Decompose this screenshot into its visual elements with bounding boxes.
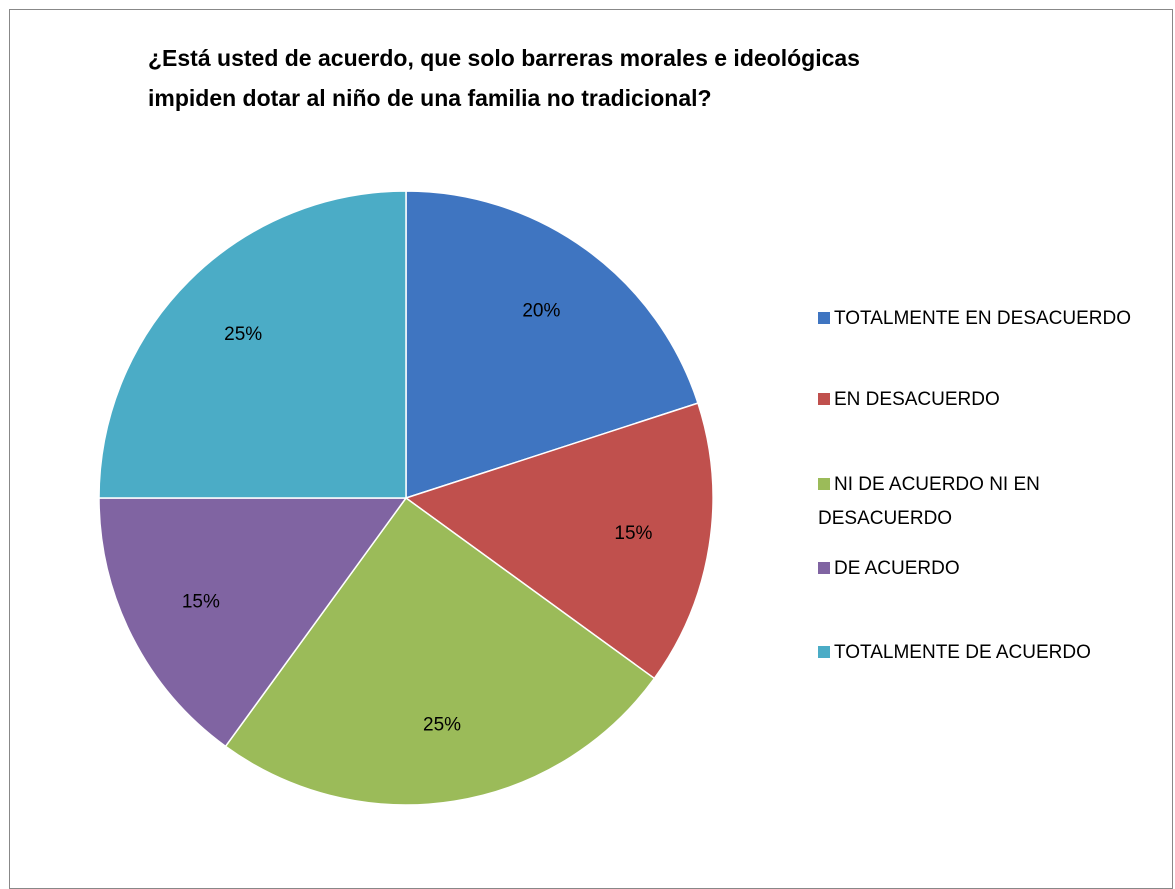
legend-label: EN DESACUERDO (834, 389, 1000, 410)
legend-swatch (818, 478, 830, 490)
legend-item: EN DESACUERDO (818, 383, 1158, 417)
legend-swatch (818, 646, 830, 658)
data-label: 20% (522, 301, 560, 322)
pie-slice (224, 496, 656, 806)
data-label: 15% (182, 592, 220, 613)
legend-label: TOTALMENTE DE ACUERDO (834, 642, 1091, 663)
legend-label: NI DE ACUERDO NI EN DESACUERDO (818, 474, 1040, 529)
chart-title: ¿Está usted de acuerdo, que solo barrera… (148, 45, 860, 111)
legend-label: DE ACUERDO (834, 558, 960, 579)
legend-swatch (818, 393, 830, 405)
legend-item: TOTALMENTE DE ACUERDO (818, 636, 1158, 670)
legend-swatch (818, 562, 830, 574)
pie-slice (98, 497, 408, 748)
legend-item: NI DE ACUERDO NI EN DESACUERDO (818, 468, 1158, 536)
data-label: 25% (423, 714, 461, 735)
legend-swatch (818, 312, 830, 324)
legend-item: DE ACUERDO (818, 552, 1158, 586)
pie-slice (98, 190, 407, 499)
data-label: 15% (614, 523, 652, 544)
legend-item: TOTALMENTE EN DESACUERDO (818, 302, 1158, 336)
data-label: 25% (224, 324, 262, 345)
pie-slice (405, 190, 699, 500)
legend-label: TOTALMENTE EN DESACUERDO (834, 308, 1132, 329)
pie-slice (404, 402, 714, 680)
